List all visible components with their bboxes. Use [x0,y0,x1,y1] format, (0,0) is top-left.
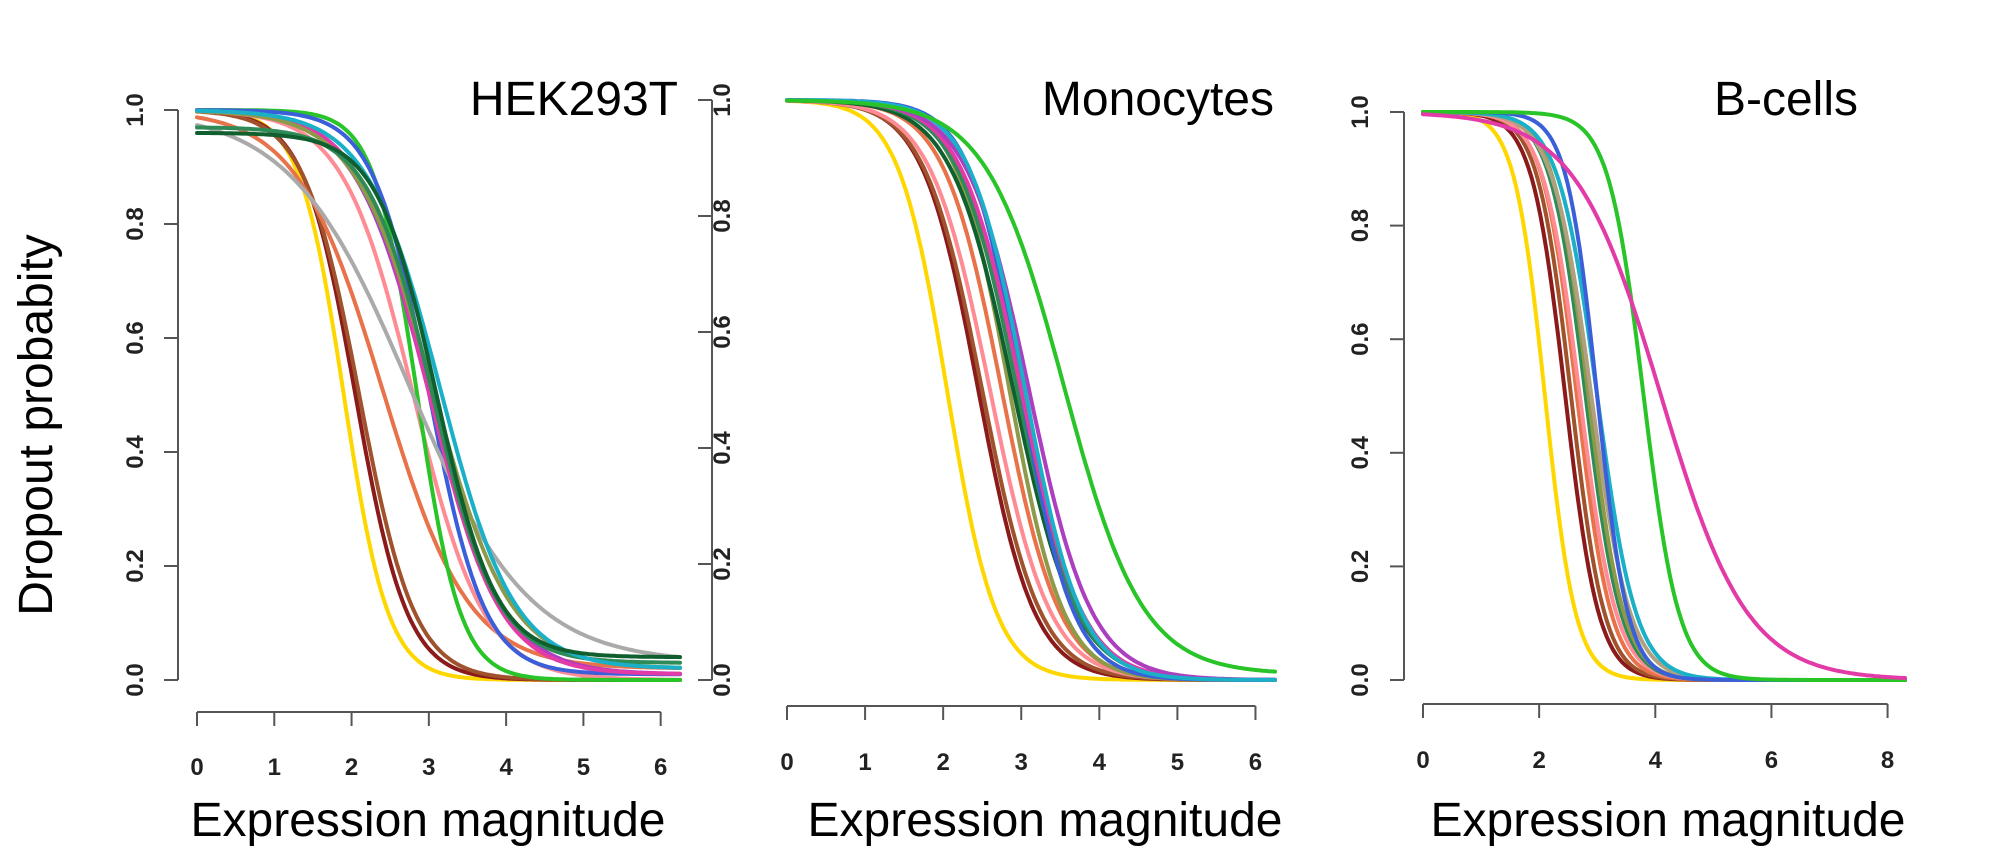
x-tick-label-monocytes: 3 [1015,749,1028,776]
y-axis-hek293t: 0.0 0.2 0.4 0.6 0.8 1.0 [122,93,179,697]
curve-b-cells-7 [1421,110,1907,682]
curve-b-cells-2 [1421,110,1907,682]
curve-hek293t-13 [195,108,682,670]
x-tick-label-b-cells: 2 [1532,747,1545,774]
panel-hek293t: HEK293T Expression magnitude 0 1 2 3 4 5 6 0.0… [122,73,682,847]
x-tick-label-monocytes: 4 [1093,749,1107,776]
x-tick-label-monocytes: 0 [780,749,793,776]
x-tick-label-b-cells: 0 [1416,747,1429,774]
y-tick-label-hek293t: 0.2 [122,549,149,582]
x-tick-label-hek293t: 6 [654,754,667,781]
y-tick-label-monocytes: 0.2 [709,547,736,580]
y-tick-label-b-cells: 0.6 [1347,323,1374,356]
x-tick-label-b-cells: 6 [1765,747,1778,774]
x-tick-label-hek293t: 4 [499,754,513,781]
curve-b-cells-1 [1421,110,1907,682]
y-tick-label-monocytes: 1.0 [709,83,736,116]
x-axis-monocytes: 0 1 2 3 4 5 6 [780,705,1262,776]
x-axis-title-monocytes: Expression magnitude [808,794,1283,847]
panel-title-hek293t: HEK293T [470,73,678,126]
y-tick-label-monocytes: 0.4 [709,431,736,465]
curves-monocytes [785,98,1277,682]
x-tick-label-hek293t: 3 [422,754,435,781]
x-tick-label-monocytes: 6 [1249,749,1262,776]
y-axis-title: Dropout probabity [10,234,63,616]
curve-b-cells-3 [1421,110,1907,682]
x-axis-title-hek293t: Expression magnitude [191,794,666,847]
curves-b-cells [1421,110,1907,682]
curve-hek293t-10 [195,108,682,676]
y-tick-label-b-cells: 0.0 [1347,663,1374,696]
curve-b-cells-4 [1421,110,1907,682]
panel-monocytes: Monocytes Expression magnitude 0 1 2 3 4 5 6 0… [698,73,1282,847]
curve-b-cells-11 [1421,110,1907,682]
x-axis-b-cells: 0 2 4 6 8 [1416,703,1894,774]
curve-hek293t-7 [195,108,682,677]
y-tick-label-b-cells: 0.4 [1347,435,1374,469]
x-tick-label-b-cells: 4 [1649,747,1663,774]
x-tick-label-hek293t: 0 [190,754,203,781]
curve-hek293t-8 [195,123,682,660]
x-axis-title-b-cells: Expression magnitude [1431,794,1906,847]
x-tick-label-hek293t: 1 [268,754,281,781]
x-tick-label-hek293t: 5 [577,754,590,781]
y-tick-label-hek293t: 0.4 [122,435,149,469]
y-tick-label-b-cells: 0.2 [1347,550,1374,583]
y-tick-label-b-cells: 0.8 [1347,209,1374,242]
y-axis-monocytes: 0.0 0.2 0.4 0.6 0.8 1.0 [698,83,736,697]
y-tick-label-hek293t: 0.6 [122,321,149,354]
y-tick-label-monocytes: 0.6 [709,315,736,348]
y-tick-label-b-cells: 1.0 [1347,95,1374,128]
curve-monocytes-13 [785,98,1277,674]
curve-b-cells-5 [1421,110,1907,682]
y-tick-label-hek293t: 0.0 [122,663,149,696]
curve-b-cells-6 [1421,110,1907,682]
curve-b-cells-12 [1421,112,1907,680]
x-tick-label-monocytes: 1 [858,749,871,776]
curve-b-cells-8 [1421,110,1907,682]
panel-title-monocytes: Monocytes [1042,73,1274,126]
x-axis-hek293t: 0 1 2 3 4 5 6 [190,711,667,781]
y-axis-b-cells: 0.0 0.2 0.4 0.6 0.8 1.0 [1347,95,1405,697]
curve-hek293t-14 [195,131,682,660]
y-tick-label-hek293t: 1.0 [122,93,149,126]
x-tick-label-hek293t: 2 [345,754,358,781]
x-tick-label-monocytes: 2 [936,749,949,776]
x-tick-label-b-cells: 8 [1881,747,1894,774]
curve-hek293t-4 [195,115,682,671]
x-tick-label-monocytes: 5 [1171,749,1184,776]
curve-b-cells-9 [1421,110,1907,682]
y-tick-label-monocytes: 0.8 [709,199,736,232]
curve-b-cells-10 [1421,110,1907,682]
curve-hek293t-9 [195,109,682,676]
curves-hek293t [195,108,682,682]
panel-title-b-cells: B-cells [1714,73,1858,126]
y-tick-label-monocytes: 0.0 [709,663,736,696]
y-tick-label-hek293t: 0.8 [122,207,149,240]
